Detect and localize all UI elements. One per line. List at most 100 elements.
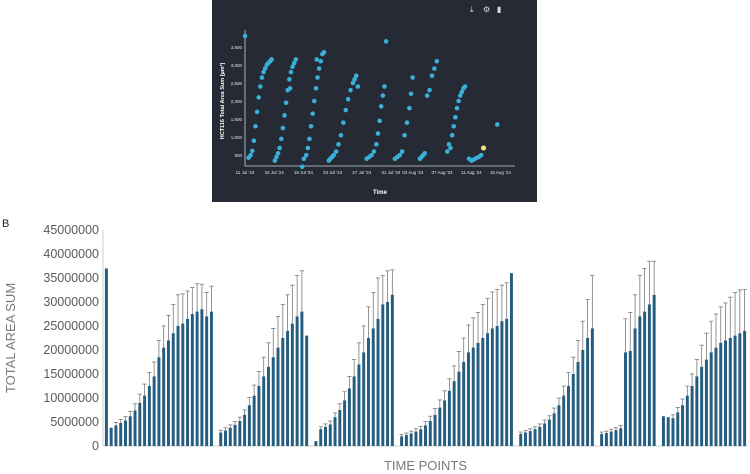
bar [481,338,485,446]
bar [286,330,290,446]
bar [609,431,613,446]
data-point [355,84,361,89]
bar [138,402,142,446]
bar [738,333,742,446]
bar [724,340,727,446]
bar [604,433,608,446]
download-icon[interactable]: ⤓ [470,5,474,14]
bar [590,328,594,446]
data-point [424,93,430,98]
data-point [305,145,311,151]
x-tick-label: 07 Aug '24 [431,170,453,175]
bar [581,350,585,446]
bar [319,429,323,446]
bar [243,414,247,446]
bar [519,434,523,446]
bar [438,407,442,446]
x-tick-label: 11 Jul '24 [236,170,255,175]
data-point [293,57,299,62]
gear-icon[interactable]: ⚙ [483,5,491,14]
y-tick-label: 35000000 [43,271,99,285]
bar [200,309,204,446]
bar [347,388,351,446]
bar [104,268,108,446]
bar [376,318,380,446]
bar [352,376,356,446]
bar [224,430,227,446]
data-point [313,86,319,91]
bar [209,311,213,446]
bar [176,326,180,446]
y-axis-title: TOTAL AREA SUM [3,283,18,393]
x-tick-label: 15 Aug '24 [490,170,512,175]
bar [414,431,418,446]
bar [257,386,261,446]
bar [124,420,127,446]
bar [462,362,466,446]
data-point [446,142,452,147]
data-point [307,136,312,142]
x-tick-label: 15 Jul '24 [265,170,285,175]
data-point [336,142,341,147]
bar [576,362,580,446]
bar [171,333,175,446]
bar [571,374,575,446]
trash-icon[interactable]: ▮ [497,5,502,14]
bar [386,302,390,446]
data-point [310,111,316,116]
y-tick-label: 1,000 [231,135,243,140]
scatter-plot: 500 1,000 1,500 2,000 2,500 3,000 3,500 11 Jul … [219,30,515,196]
data-point [422,151,428,156]
bar [486,333,490,446]
y-tick-label: 10000000 [43,391,99,405]
y-tick-label: 30000000 [43,295,99,309]
bar [681,405,685,446]
bar [362,352,366,446]
bar [528,431,532,446]
bar [704,359,708,446]
data-point [290,64,295,69]
data-point [259,75,265,80]
bar [381,304,385,446]
data-point [321,49,327,55]
bar [614,430,618,446]
bar [305,335,309,446]
bar [419,429,423,446]
bar [333,417,337,446]
data-point [282,113,287,118]
data-point [301,156,307,162]
data-point [287,86,293,91]
bar [290,323,294,446]
y-axis-title: HCT116 Total Area Sum [µm²] [219,63,226,140]
bar [276,347,280,446]
bar [638,316,642,446]
bar [343,400,347,446]
data-point [353,73,359,79]
data-point [312,98,317,104]
data-point [277,145,282,151]
bar [433,414,437,446]
bar [390,294,394,446]
data-point [453,114,458,120]
x-tick-label: 27 Jul '24 [352,170,372,175]
data-point [494,122,500,127]
data-point [459,89,465,95]
y-tick-label: 0 [92,439,99,453]
bar [166,340,170,446]
data-point [369,152,374,158]
y-tick-label: 1,500 [231,117,243,122]
bar [266,366,270,446]
x-axis-title: TIME POINTS [384,458,467,473]
bar [371,328,375,446]
bar [495,326,499,446]
y-tick-label: 5000000 [50,415,99,429]
bar [709,352,713,446]
bar [181,323,185,446]
data-point [343,107,349,113]
data-point [254,109,260,115]
data-point [248,152,253,158]
x-axis-title: Time [373,190,388,196]
bar [690,386,694,446]
bar-plot: 0 5000000 10000000 15000000 20000000 25000000… [3,223,748,473]
bar [685,395,689,446]
